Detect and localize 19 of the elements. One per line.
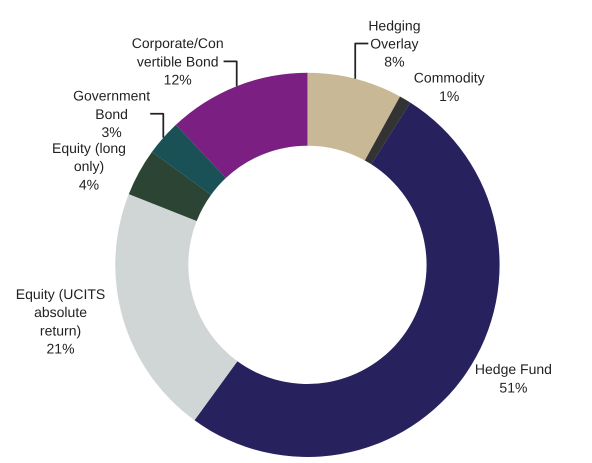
slice-label: Government Bond: [73, 88, 150, 122]
data-label: 12%: [164, 72, 192, 88]
donut-slice: [115, 194, 238, 420]
donut-slice: [307, 72, 400, 160]
slice-label: Commodity: [414, 70, 485, 86]
slice-label: Hedging Overlay: [368, 17, 420, 52]
donut-slice: [128, 152, 212, 221]
slice-label: Equity (long only): [52, 140, 126, 174]
donut-slice: [364, 96, 410, 164]
data-label: 4%: [78, 176, 100, 192]
donut-slice: [152, 124, 226, 195]
data-label: 3%: [101, 124, 122, 140]
slice-label: Equity (UCITS absolute return): [16, 286, 106, 338]
data-label: 1%: [439, 88, 460, 104]
data-label: 8%: [384, 54, 405, 70]
slice-label: Hedge Fund: [474, 361, 552, 378]
data-label: 21%: [46, 340, 75, 357]
slice-label: Corporate/Con vertible Bond: [132, 35, 224, 70]
data-label: 51%: [499, 379, 528, 396]
